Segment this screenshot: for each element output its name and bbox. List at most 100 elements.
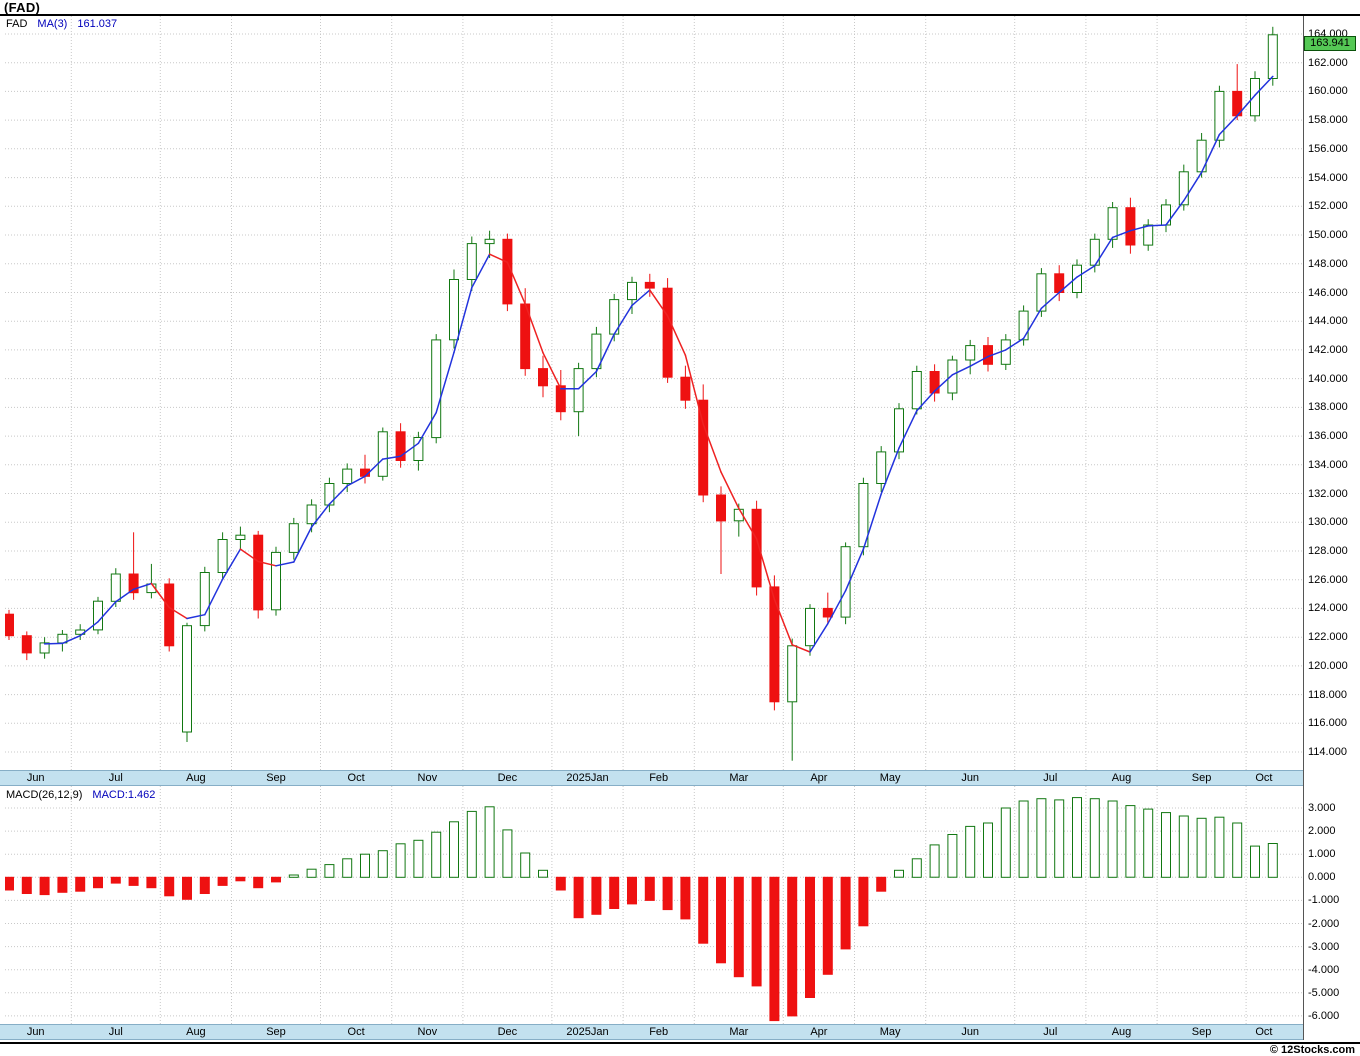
candle — [146, 563, 157, 599]
month-label: Jul — [108, 1026, 123, 1038]
month-label: Sep — [266, 1026, 286, 1038]
macd-bar — [822, 876, 833, 975]
candle — [21, 631, 32, 661]
candle — [217, 532, 228, 579]
price-tick-label: 132.000 — [1308, 487, 1348, 500]
macd-tick-label: 3.000 — [1308, 802, 1336, 814]
month-label: Feb — [649, 1026, 669, 1038]
candle — [377, 427, 388, 481]
candle — [395, 423, 406, 468]
candle — [57, 630, 68, 652]
macd-bar — [1054, 799, 1065, 878]
candle — [1143, 219, 1154, 251]
candle — [1107, 202, 1118, 248]
candle — [342, 463, 353, 493]
macd-bar — [93, 876, 103, 889]
macd-bar — [21, 876, 32, 895]
candle — [1161, 199, 1171, 233]
macd-bar — [591, 876, 602, 915]
price-tick-label: 130.000 — [1308, 516, 1348, 529]
month-label: Sep — [266, 772, 286, 784]
price-tick-label: 116.000 — [1308, 717, 1347, 730]
month-label: Jul — [108, 772, 123, 784]
candle — [164, 578, 175, 652]
macd-bar — [929, 844, 940, 878]
macd-bar — [662, 876, 673, 911]
macd-bar — [502, 829, 513, 878]
ma-line — [43, 75, 1274, 653]
macd-bar — [1250, 845, 1260, 878]
macd-tick-label: -1.000 — [1308, 894, 1340, 907]
macd-tick-label: -6.000 — [1308, 1009, 1340, 1022]
macd-chart — [5, 786, 1302, 1024]
candle — [929, 364, 940, 402]
price-tick-label: 124.000 — [1308, 602, 1348, 615]
month-label: Mar — [729, 772, 749, 784]
macd-bar — [609, 876, 620, 910]
copyright-link[interactable]: © 12Stocks.com — [1269, 1044, 1355, 1056]
price-tick-label: 120.000 — [1308, 659, 1348, 672]
macd-bar — [128, 876, 139, 886]
macd-bar — [199, 876, 210, 895]
macd-bar — [57, 876, 68, 893]
macd-bar — [377, 850, 388, 878]
macd-bar — [840, 876, 851, 950]
candle — [680, 365, 691, 409]
month-label: Jul — [1043, 772, 1058, 784]
macd-bar — [1143, 808, 1154, 878]
macd-bar — [360, 853, 370, 878]
candle — [627, 276, 637, 314]
macd-bar — [306, 868, 317, 878]
candle — [769, 575, 780, 711]
candle — [947, 355, 958, 401]
macd-value-label: MACD:1.462 — [92, 789, 156, 801]
macd-bar — [39, 876, 50, 896]
candle — [894, 403, 904, 460]
ma-value: 161.037 — [77, 18, 118, 30]
macd-bar — [805, 876, 815, 998]
candle — [253, 530, 264, 619]
month-label: Aug — [186, 772, 206, 784]
macd-bar — [182, 876, 192, 900]
macd-bar — [787, 876, 798, 1017]
price-tick-label: 136.000 — [1308, 430, 1348, 443]
macd-bar — [698, 876, 709, 944]
macd-bar — [431, 831, 442, 878]
ma-label: MA(3) — [37, 18, 68, 30]
macd-bar — [449, 821, 459, 878]
macd-bar — [395, 843, 406, 878]
candle — [716, 486, 726, 574]
macd-bar — [555, 876, 566, 891]
price-tick-label: 146.000 — [1308, 286, 1348, 299]
macd-tick-label: 0.000 — [1308, 871, 1336, 884]
candle — [1214, 85, 1225, 148]
candle — [449, 269, 459, 349]
month-label: May — [879, 772, 901, 784]
candle — [983, 337, 993, 372]
candle — [235, 526, 246, 550]
month-label: Dec — [497, 772, 518, 784]
candle — [591, 326, 602, 378]
price-tick-label: 144.000 — [1308, 315, 1348, 328]
candle — [751, 500, 762, 596]
macd-bar — [733, 876, 744, 978]
macd-bar — [1018, 800, 1029, 878]
month-label: Sep — [1191, 1026, 1212, 1038]
macd-params-label: MACD(26,12,9) — [6, 789, 83, 801]
price-tick-label: 152.000 — [1308, 200, 1348, 213]
month-label: Oct — [347, 1026, 365, 1038]
month-label: Jun — [961, 1026, 980, 1038]
candle — [1072, 259, 1082, 299]
price-chart-legend: FAD MA(3) 161.037 — [6, 18, 127, 30]
macd-bar — [965, 825, 976, 878]
macd-bar — [1089, 798, 1100, 878]
price-tick-label: 150.000 — [1308, 229, 1348, 241]
macd-bar — [324, 864, 335, 878]
macd-bar — [520, 852, 531, 878]
month-label: Aug — [1111, 1026, 1132, 1038]
macd-bar — [947, 834, 958, 878]
macd-histogram — [5, 797, 1278, 1022]
candle — [805, 604, 815, 656]
macd-bar — [1000, 807, 1011, 878]
